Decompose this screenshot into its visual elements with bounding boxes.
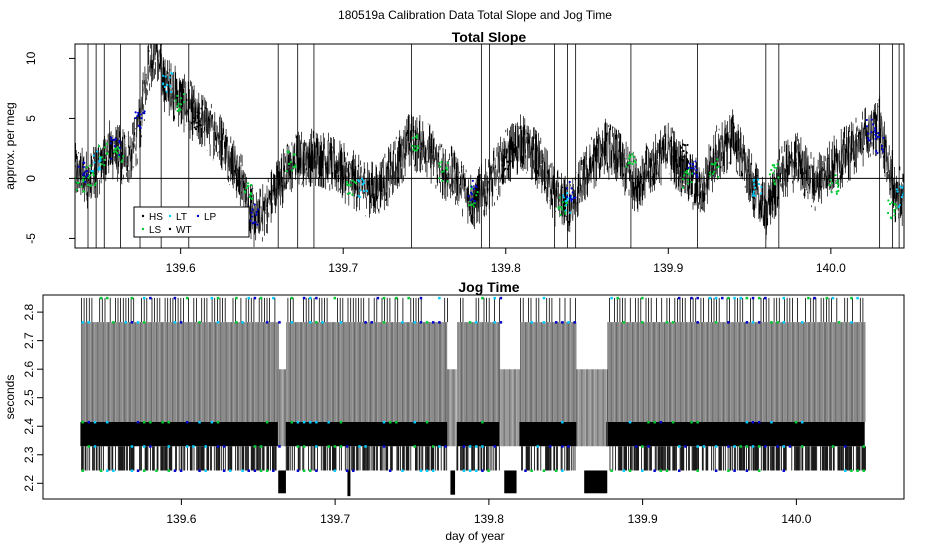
jog-y-tick-label-3: 2.5 <box>22 389 36 406</box>
jog-level-markers-3 <box>81 321 853 324</box>
jog-top-spikes <box>81 297 864 323</box>
slope-point-lp-6 <box>687 160 699 179</box>
slope-point-lp-1 <box>109 136 122 160</box>
slope-point-lp-5 <box>565 180 577 203</box>
jog-x-tick-label-1: 139.7 <box>320 512 350 526</box>
slope-legend-box <box>133 206 250 238</box>
jog-plot-frame <box>42 294 905 500</box>
legend-label-lt: LT <box>176 212 187 223</box>
jog-level-markers-0 <box>81 469 865 472</box>
slope-point-ls-0 <box>75 176 86 193</box>
slope-x-tick-label-2: 139.8 <box>491 261 521 275</box>
jog-dip-2 <box>450 470 456 495</box>
jog-upper-jumps <box>80 322 866 422</box>
slope-point-ls-1 <box>85 164 97 187</box>
slope-point-lt-1 <box>162 71 174 94</box>
jog-plot-area <box>80 296 866 497</box>
slope-panel-title: Total Slope <box>452 29 527 45</box>
slope-x-tick-label-3: 139.9 <box>653 261 683 275</box>
jog-level-markers-1 <box>87 445 865 448</box>
jog-x-tick-label-3: 139.9 <box>628 512 658 526</box>
slope-plot-frame <box>74 43 905 249</box>
slope-x-tick-label-4: 140.0 <box>816 261 846 275</box>
slope-point-lp-2 <box>134 110 146 130</box>
jog-gap-trace-0 <box>277 369 286 447</box>
slope-legend: HS LS LT WT LP <box>133 206 250 238</box>
slope-point-wt-0 <box>191 107 203 131</box>
jog-y-tick-label-2: 2.4 <box>22 418 36 435</box>
jog-y-tick-label-4: 2.6 <box>22 361 36 378</box>
legend-label-wt: WT <box>176 225 192 236</box>
jog-x-axis-label: day of year <box>445 529 504 543</box>
jog-y-tick-label-6: 2.8 <box>22 303 36 320</box>
legend-label-lp: LP <box>204 212 217 223</box>
jog-gap-trace-1 <box>447 369 457 447</box>
slope-y-tick-label-1: 0 <box>24 175 38 182</box>
slope-point-ls-2 <box>98 142 109 167</box>
jog-dip-4 <box>584 470 608 494</box>
slope-y-axis-label: approx. per meg <box>3 102 17 189</box>
slope-point-lp-8 <box>874 130 885 155</box>
slope-point-lp-4 <box>467 179 478 203</box>
slope-point-lt-0 <box>90 150 102 173</box>
jog-dense-band <box>80 422 865 447</box>
jog-panel-title: Jog Time <box>458 279 519 295</box>
jog-dip-3 <box>504 470 517 494</box>
slope-y-tick-label-3: 10 <box>24 51 38 65</box>
slope-point-lt-4 <box>751 178 763 197</box>
jog-x-tick-label-0: 139.6 <box>166 512 196 526</box>
jog-dip-1 <box>347 470 351 497</box>
slope-point-lt-2 <box>357 177 369 199</box>
slope-point-lp-3 <box>249 203 260 226</box>
slope-point-ls-8 <box>411 134 420 152</box>
slope-plot-area <box>75 44 904 248</box>
slope-y-tick-label-0: -5 <box>24 233 38 244</box>
jog-y-tick-label-1: 2.3 <box>22 446 36 463</box>
legend-label-ls: LS <box>149 225 162 236</box>
jog-x-tick-label-2: 139.8 <box>474 512 504 526</box>
jog-gap-trace-3 <box>576 369 608 447</box>
jog-gap-trace-2 <box>499 369 520 447</box>
slope-point-ls-16 <box>828 174 840 195</box>
slope-point-ls-5 <box>243 182 254 201</box>
jog-y-axis-label: seconds <box>3 375 17 420</box>
jog-level-markers-4 <box>99 296 859 300</box>
slope-point-wt-1 <box>501 156 512 172</box>
slope-x-tick-label-0: 139.6 <box>166 261 196 275</box>
slope-point-ls-3 <box>113 146 125 163</box>
slope-point-ls-11 <box>557 196 569 216</box>
slope-point-wt-2 <box>678 143 690 166</box>
slope-point-ls-12 <box>625 153 637 168</box>
slope-point-ls-17 <box>886 199 898 220</box>
legend-label-hs: HS <box>149 212 163 223</box>
jog-dip-0 <box>278 470 286 494</box>
jog-y-tick-label-0: 2.2 <box>22 475 36 492</box>
legend-marker-lp <box>196 214 200 218</box>
jog-level-markers-2 <box>81 420 804 424</box>
slope-point-ls-4 <box>174 92 186 112</box>
legend-marker-hs <box>141 214 145 218</box>
slope-x-tick-label-1: 139.7 <box>328 261 358 275</box>
slope-point-lp-0 <box>77 161 89 183</box>
figure-title: 180519a Calibration Data Total Slope and… <box>338 8 612 22</box>
slope-point-ls-13 <box>681 168 694 189</box>
slope-point-ls-9 <box>438 160 449 183</box>
slope-y-tick-label-2: 5 <box>24 115 38 122</box>
legend-marker-lt <box>168 214 172 218</box>
slope-point-ls-7 <box>345 179 357 196</box>
legend-marker-wt <box>168 227 172 231</box>
jog-y-tick-label-5: 2.7 <box>22 332 36 349</box>
slope-point-ls-14 <box>708 158 720 179</box>
slope-point-ls-15 <box>768 163 780 186</box>
slope-point-ls-6 <box>285 150 297 173</box>
slope-noise-trace <box>75 44 904 247</box>
jog-lower-jitter <box>81 446 866 471</box>
legend-marker-ls <box>141 227 145 231</box>
jog-x-tick-label-4: 140.0 <box>781 512 811 526</box>
